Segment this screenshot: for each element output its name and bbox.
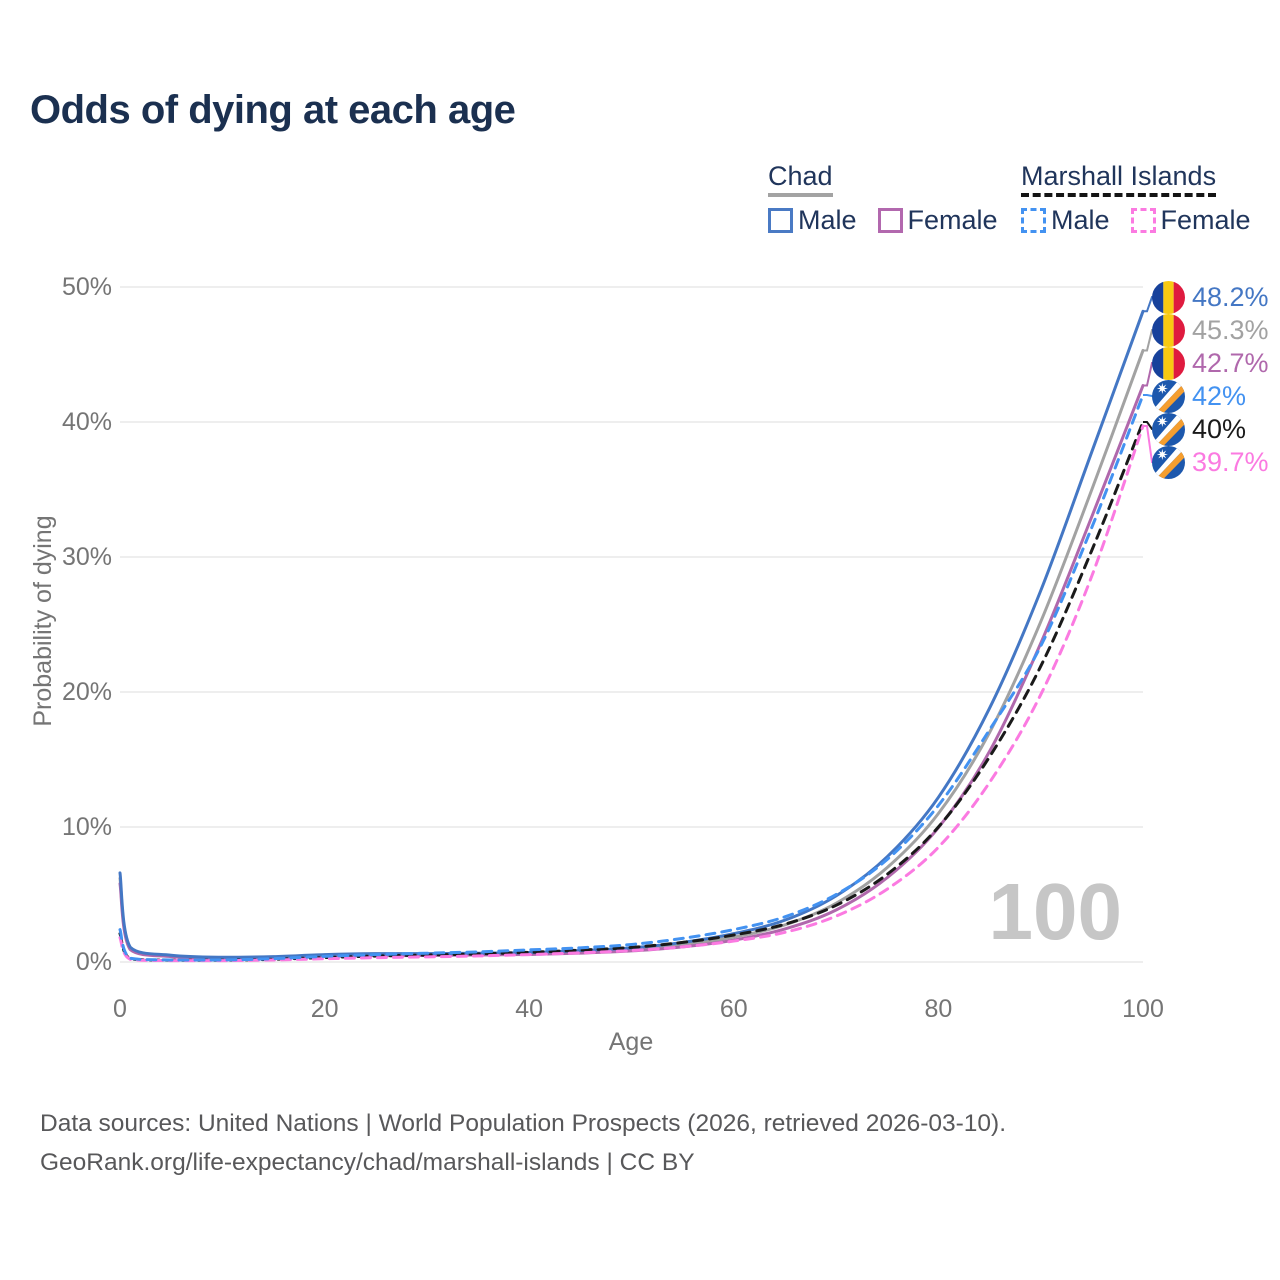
chad-flag-icon: [1152, 280, 1185, 314]
marshall-islands-flag-icon: [1152, 412, 1185, 446]
footer-attribution: GeoRank.org/life-expectancy/chad/marshal…: [40, 1149, 695, 1176]
end-label-chad-male: 48.2%: [1152, 280, 1269, 314]
legend-item-marshall-islands-male[interactable]: Male: [1021, 205, 1110, 236]
marshall-islands-female-swatch-icon: [1130, 208, 1156, 233]
legend-items-marshall-islands: Male Female: [1021, 205, 1251, 236]
y-tick-label: 10%: [61, 813, 112, 841]
legend-item-marshall-islands-female[interactable]: Female: [1130, 205, 1251, 236]
y-axis-title: Probability of dying: [29, 515, 57, 727]
y-tick-label: 40%: [61, 408, 112, 436]
chad-flag-icon: [1152, 313, 1185, 347]
marshall-islands-flag-icon: [1152, 379, 1185, 413]
x-tick-label: 0: [113, 995, 127, 1023]
y-tick-label: 50%: [61, 273, 112, 301]
x-axis-title: Age: [608, 1028, 654, 1056]
end-label-marshall-islands-female: 39.7%: [1152, 445, 1269, 479]
legend-item-label: Female: [907, 205, 998, 235]
legend-item-label: Male: [1051, 205, 1110, 235]
legend-group-marshall-islands-title: Marshall Islands: [1021, 162, 1217, 197]
end-label-chad-both-sexes: 45.3%: [1152, 313, 1269, 347]
end-label-value: 42.7%: [1192, 347, 1269, 378]
mortality-line-chart: [118, 286, 1156, 963]
footer: Data sources: United Nations | World Pop…: [40, 1104, 1006, 1182]
legend-group-marshall-islands: Marshall Islands Male Female: [1021, 162, 1251, 236]
x-tick-label: 100: [1122, 995, 1164, 1023]
end-label-value: 45.3%: [1192, 314, 1269, 345]
end-label-marshall-islands-male: 42%: [1152, 379, 1246, 413]
x-tick-label: 60: [719, 995, 748, 1023]
age-watermark: 100: [988, 867, 1122, 956]
legend-items-chad: Male Female: [768, 205, 998, 236]
marshall-islands-flag-icon: [1152, 445, 1185, 479]
end-label-value: 42%: [1192, 380, 1247, 411]
end-label-marshall-islands-both-sexes: 40%: [1152, 412, 1246, 446]
series-line-chad-male: [118, 309, 1145, 959]
end-label-chad-female: 42.7%: [1152, 346, 1269, 380]
series-line-marshall-islands-female: [118, 424, 1145, 963]
chad-flag-icon: [1152, 346, 1185, 380]
marshall-islands-male-swatch-icon: [1021, 208, 1046, 233]
end-label-value: 48.2%: [1192, 281, 1269, 312]
legend-item-label: Female: [1160, 205, 1251, 235]
page-title: Odds of dying at each age: [30, 88, 516, 132]
y-tick-label: 20%: [61, 678, 112, 706]
legend-item-label: Male: [798, 205, 857, 235]
legend-group-chad-title: Chad: [768, 162, 833, 197]
end-label-value: 39.7%: [1192, 446, 1269, 477]
legend-group-chad: Chad Male Female: [768, 162, 998, 236]
footer-data-sources: Data sources: United Nations | World Pop…: [40, 1110, 1007, 1137]
x-tick-label: 40: [515, 995, 544, 1023]
y-tick-label: 30%: [61, 543, 112, 571]
legend-item-chad-female[interactable]: Female: [877, 205, 998, 236]
legend-item-chad-male[interactable]: Male: [768, 205, 857, 236]
x-tick-label: 80: [924, 995, 953, 1023]
chad-male-swatch-icon: [768, 208, 793, 233]
end-label-value: 40%: [1192, 413, 1247, 444]
x-tick-label: 20: [310, 995, 339, 1023]
series-line-marshall-islands-male: [118, 393, 1145, 962]
y-tick-label: 0%: [75, 948, 112, 976]
chad-female-swatch-icon: [877, 208, 903, 233]
